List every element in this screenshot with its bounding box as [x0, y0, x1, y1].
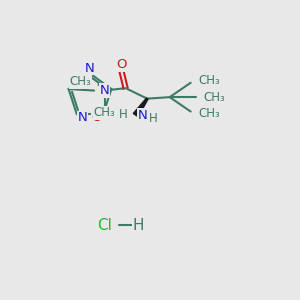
Text: CH₃: CH₃ [94, 106, 116, 119]
Text: CH₃: CH₃ [198, 107, 220, 120]
Text: H: H [148, 112, 157, 125]
Text: N: N [100, 84, 110, 97]
Text: O: O [116, 58, 126, 71]
Polygon shape [133, 98, 148, 117]
Text: N: N [137, 109, 147, 122]
Text: CH₃: CH₃ [203, 91, 225, 103]
Text: N: N [85, 61, 95, 75]
Text: O: O [92, 111, 102, 124]
Text: CH₃: CH₃ [198, 74, 220, 87]
Text: N: N [78, 111, 88, 124]
Text: H: H [133, 218, 144, 232]
Text: H: H [119, 108, 128, 121]
Text: Cl: Cl [98, 218, 112, 232]
Text: CH₃: CH₃ [70, 75, 91, 88]
